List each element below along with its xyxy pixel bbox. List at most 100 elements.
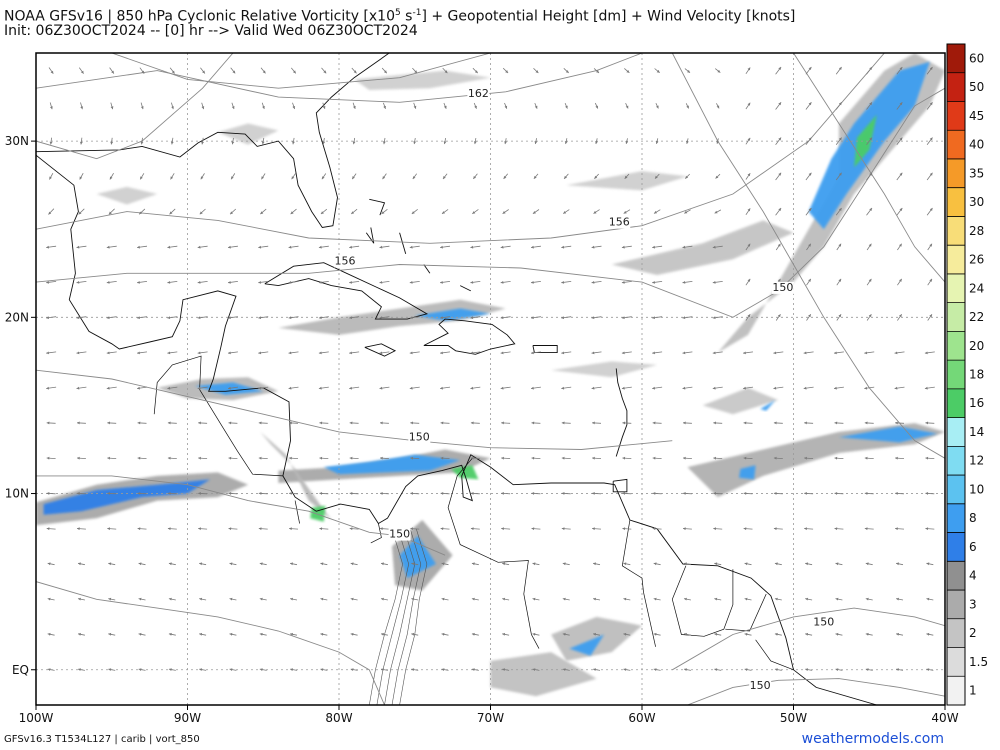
wind-arrow-head [106, 316, 110, 320]
wind-arrow-head [682, 316, 686, 320]
wind-arrow-head [228, 456, 232, 460]
wind-arrow-head [349, 527, 353, 531]
wind-arrow-head [440, 281, 443, 284]
wind-arrow-head [835, 668, 839, 671]
wind-arrow-head [834, 351, 837, 355]
wind-arrow-head [926, 562, 930, 566]
wind-arrow-head [653, 597, 657, 601]
wind-arrow-head [78, 562, 81, 566]
wind-arrow-head [896, 632, 899, 636]
wind-arrow-head [167, 421, 171, 425]
wind-arrow-head [622, 527, 626, 531]
wind-arrow-head [106, 386, 110, 390]
wind-arrow-head [440, 527, 444, 531]
wind-arrow-head [685, 175, 689, 179]
wind-arrow-head [198, 456, 201, 460]
wind-arrow-head [262, 106, 265, 109]
wind-arrow-head [380, 456, 383, 460]
wind-arrow-head [169, 211, 173, 215]
wind-arrow-head [808, 102, 812, 106]
wind-arrow-head [289, 456, 292, 460]
wind-arrow-head [621, 386, 625, 390]
wind-arrow-head [652, 245, 655, 249]
wind-arrow-head [562, 597, 566, 601]
wind-arrow-head [774, 668, 778, 671]
wind-arrow-head [289, 421, 292, 425]
colorbar-swatch [947, 360, 965, 390]
wind-arrow-head [712, 351, 716, 355]
wind-arrow-head [713, 492, 716, 495]
wind-arrow-head [565, 105, 568, 109]
wind-arrow-head [198, 421, 201, 425]
wind-arrow-head [652, 386, 655, 390]
wind-arrow-head [228, 492, 232, 495]
wind-arrow-head [197, 316, 201, 320]
wind-arrow-head [107, 456, 110, 460]
terrain-contour [391, 528, 422, 705]
wind-arrow-head [107, 527, 110, 531]
wind-arrow-head [682, 245, 686, 249]
wind-arrow-head [352, 176, 355, 180]
coastline-segment [399, 232, 407, 255]
wind-arrow-head [440, 245, 443, 249]
wind-arrow-head [532, 211, 536, 214]
wind-arrow-head [199, 597, 203, 601]
wind-arrow-head [805, 632, 809, 636]
wind-arrow-head [591, 316, 595, 320]
wind-arrow-head [773, 421, 777, 425]
wind-arrow-head [168, 597, 172, 601]
coastline-segment [365, 227, 375, 244]
wind-arrow-head [838, 137, 842, 141]
wind-arrow-head [715, 175, 719, 179]
wind-arrow-head [440, 492, 444, 495]
title-unit: s [400, 8, 413, 25]
wind-arrow-head [321, 176, 325, 180]
wind-arrow-head [623, 597, 627, 601]
wind-arrow-head [683, 456, 686, 460]
wind-arrow-head [409, 351, 413, 355]
coastline-segment [459, 285, 472, 292]
wind-arrow-head [349, 351, 352, 355]
wind-arrow-head [835, 632, 839, 636]
wind-arrow-head [929, 208, 933, 211]
wind-arrow-head [78, 632, 81, 636]
wind-arrow-head [747, 314, 751, 318]
wind-arrow-head [747, 243, 751, 247]
wind-arrow-head [593, 668, 596, 671]
source-link[interactable]: weathermodels.com [801, 731, 944, 747]
wind-arrow-head [743, 421, 747, 425]
wind-arrow-head [409, 386, 413, 390]
wind-arrow-head [318, 351, 322, 355]
wind-arrow-head [167, 351, 171, 355]
wind-arrow-head [231, 141, 235, 145]
wind-arrow-head [411, 668, 415, 671]
wind-arrow-head [292, 141, 295, 145]
wind-arrow-head [869, 172, 872, 176]
wind-arrow-head [929, 67, 933, 70]
wind-arrow-head [319, 421, 323, 425]
lon-label: 70W [477, 711, 504, 725]
wind-arrow-head [379, 316, 383, 320]
wind-arrow-head [684, 632, 687, 636]
colorbar-label: 35 [969, 166, 984, 180]
wind-arrow-head [350, 562, 354, 566]
colorbar-label: 40 [969, 138, 984, 152]
wind-arrow-head [292, 106, 296, 109]
wind-arrow-head [137, 281, 140, 284]
wind-arrow-head [774, 597, 778, 601]
wind-arrow-head [929, 314, 932, 318]
height-label: 150 [813, 616, 834, 629]
wind-arrow-head [924, 386, 928, 390]
wind-arrow-head [47, 597, 51, 601]
wind-arrow-head [47, 562, 51, 566]
wind-arrow-head [78, 211, 82, 215]
terrain-contour [399, 528, 428, 705]
wind-arrow-head [744, 597, 748, 601]
wind-arrow-head [441, 632, 445, 636]
colorbar-swatch [947, 503, 965, 534]
wind-arrow-head [652, 351, 655, 355]
wind-arrow-head [441, 562, 445, 566]
wind-arrow-head [899, 208, 903, 211]
wind-arrow-head [502, 632, 506, 636]
wind-arrow-head [137, 351, 140, 355]
